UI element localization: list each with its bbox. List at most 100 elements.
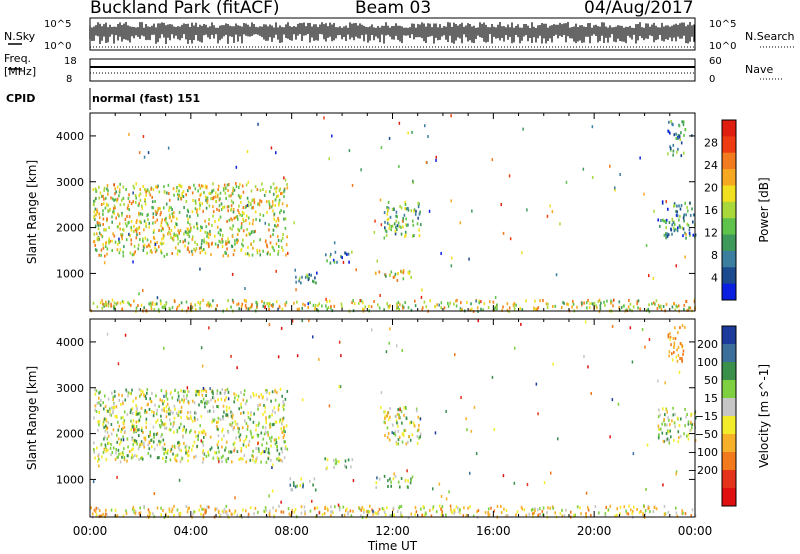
echo-cell	[424, 511, 427, 515]
echo-cell	[396, 306, 398, 310]
echo-cell	[177, 413, 180, 417]
echo-cell	[168, 213, 171, 217]
echo-cell	[535, 307, 537, 311]
echo-cell	[521, 507, 524, 511]
echo-cell	[276, 391, 278, 395]
echo-cell	[139, 443, 142, 446]
echo-cell	[393, 222, 396, 226]
echo-cell	[669, 429, 671, 433]
echo-cell	[644, 509, 647, 513]
echo-cell	[110, 304, 112, 308]
echo-cell	[316, 271, 318, 275]
echo-cell	[300, 477, 303, 481]
noise-cell	[113, 183, 115, 187]
echo-cell	[130, 238, 132, 242]
echo-cell	[417, 201, 419, 205]
noise-cell	[230, 194, 232, 198]
echo-cell	[460, 308, 462, 312]
echo-cell	[115, 216, 117, 220]
echo-cell	[243, 393, 245, 397]
echo-cell	[412, 421, 415, 425]
colorbar-tick-label: 200	[697, 338, 718, 351]
echo-cell	[258, 395, 260, 399]
echo-cell	[395, 442, 398, 446]
echo-cell	[478, 299, 481, 303]
echo-cell	[145, 193, 147, 197]
echo-cell	[251, 435, 253, 439]
echo-cell	[158, 456, 160, 460]
echo-cell	[396, 224, 399, 228]
noise-cell	[124, 333, 127, 337]
echo-cell	[179, 460, 182, 464]
echo-cell	[281, 307, 284, 311]
noise-cell	[559, 222, 561, 226]
echo-cell	[206, 410, 209, 414]
echo-cell	[182, 240, 184, 244]
echo-cell	[160, 414, 162, 418]
echo-cell	[676, 214, 679, 218]
echo-cell	[149, 514, 151, 518]
echo-cell	[309, 479, 311, 483]
echo-cell	[104, 443, 107, 447]
echo-cell	[293, 301, 295, 305]
echo-cell	[270, 399, 272, 403]
echo-cell	[133, 244, 136, 248]
echo-cell	[164, 218, 166, 222]
echo-cell	[216, 427, 219, 431]
echo-cell	[397, 424, 399, 428]
echo-cell	[185, 451, 187, 455]
echo-cell	[153, 237, 156, 240]
echo-cell	[135, 396, 137, 400]
echo-cell	[170, 391, 172, 395]
echo-cell	[260, 460, 262, 464]
echo-cell	[676, 416, 679, 420]
echo-cell	[162, 509, 164, 512]
noise-cell	[227, 397, 230, 401]
noise-cell	[641, 328, 644, 331]
echo-cell	[115, 190, 117, 194]
echo-cell	[176, 305, 179, 309]
echo-cell	[135, 230, 138, 234]
echo-cell	[247, 443, 250, 447]
echo-cell	[255, 446, 257, 450]
echo-cell	[126, 224, 128, 228]
noise-cell	[417, 216, 419, 220]
echo-cell	[282, 405, 284, 408]
echo-cell	[194, 510, 196, 514]
echo-cell	[137, 304, 139, 308]
echo-cell	[329, 254, 331, 258]
noise-cell	[280, 500, 282, 504]
echo-cell	[226, 387, 229, 391]
echo-cell	[201, 202, 204, 206]
echo-cell	[193, 440, 196, 444]
echo-cell	[151, 302, 154, 306]
echo-cell	[122, 196, 125, 200]
echo-cell	[201, 239, 203, 243]
echo-cell	[275, 509, 277, 513]
echo-cell	[146, 188, 149, 192]
echo-cell	[541, 509, 544, 513]
noise-cell	[471, 209, 473, 213]
echo-cell	[483, 302, 486, 306]
echo-cell	[214, 234, 216, 238]
echo-cell	[206, 196, 209, 200]
echo-cell	[519, 307, 521, 311]
echo-cell	[191, 419, 194, 423]
echo-cell	[227, 390, 230, 394]
noise-cell	[342, 260, 345, 264]
echo-cell	[96, 237, 98, 241]
noise-cell	[379, 294, 381, 297]
echo-cell	[662, 407, 664, 411]
echo-cell	[435, 510, 438, 514]
echo-cell	[561, 306, 563, 309]
echo-cell	[378, 270, 381, 274]
echo-cell	[154, 250, 157, 254]
echo-cell	[200, 225, 202, 229]
noise-cell	[475, 299, 477, 303]
echo-cell	[273, 514, 276, 518]
echo-cell	[680, 131, 682, 135]
echo-cell	[177, 242, 180, 246]
echo-cell	[169, 308, 171, 312]
echo-cell	[249, 417, 252, 421]
echo-cell	[689, 306, 692, 310]
